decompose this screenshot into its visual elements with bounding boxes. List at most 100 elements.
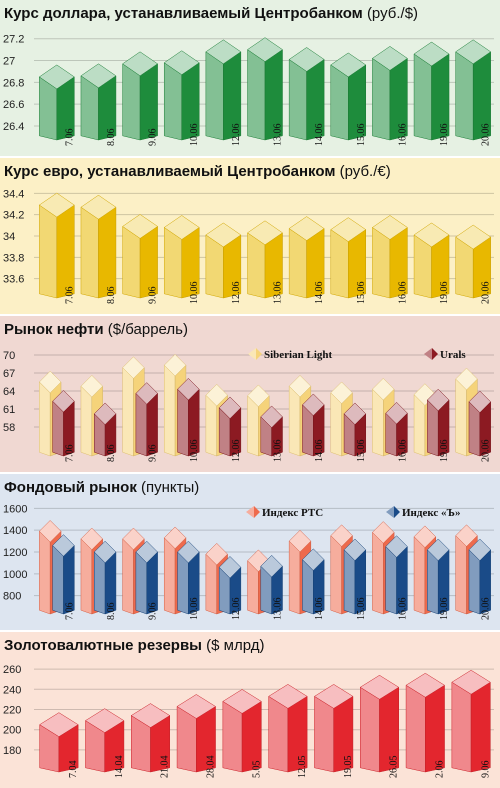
x-tick-label: 14.04 [114,756,125,779]
x-tick-label: 12.05 [297,756,308,779]
bar [288,47,325,141]
bar [163,215,200,299]
y-tick-label: 34 [3,231,15,243]
y-tick-label: 1600 [3,503,27,515]
y-tick-label: 70 [3,350,15,362]
x-tick-label: 7.06 [64,445,75,463]
x-tick-label: 9.06 [480,761,491,779]
x-tick-label: 19.06 [439,124,450,147]
y-tick-label: 1000 [3,569,27,581]
bar [247,220,283,299]
chart-oil: 58 61 64 67 70 7.06 8.06 9.06 10.06 12.06 13.06 14.… [3,348,494,463]
bar [330,217,367,299]
bar [302,548,325,615]
x-tick-label: 7.06 [64,287,75,305]
legend-item: Индекс РТС [246,506,323,519]
x-tick-label: 16.06 [397,282,408,305]
legend-label: Индекс «Ъ» [402,507,460,519]
x-tick-label: 8.06 [106,603,117,621]
x-tick-label: 14.06 [314,598,325,621]
bar [222,689,262,773]
x-tick-label: 15.06 [356,124,367,147]
bar [177,540,200,615]
bar [385,402,408,457]
bar [163,50,200,141]
x-tick-label: 20.06 [481,282,492,305]
bar [260,405,283,457]
x-tick-label: 8.06 [106,129,117,147]
legend-label: Индекс РТС [262,507,323,519]
bar [343,402,367,457]
panel-usd-rate: Курс доллара, устанавливаемый Центробанк… [0,0,500,156]
y-tick-label: 33.6 [3,274,24,286]
bar [385,535,408,615]
x-tick-label: 26.05 [389,756,400,779]
x-tick-label: 20.06 [481,598,492,621]
bar [468,538,492,615]
bar [371,215,408,299]
x-tick-label: 20.06 [481,124,492,147]
x-tick-label: 14.06 [314,440,325,463]
x-tick-label: 5.05 [251,761,262,779]
bar [455,39,492,141]
x-tick-label: 13.06 [272,282,283,305]
panel-title: Фондовый рынок (пункты) [4,479,200,496]
y-tick-label: 27 [3,56,15,68]
bar [135,540,158,615]
bar [205,39,242,141]
y-tick-label: 34.2 [3,210,24,222]
y-tick-label: 61 [3,404,15,416]
legend-item: Индекс «Ъ» [386,506,460,519]
legend: Siberian Light Urals [248,348,466,361]
bar [80,194,117,299]
panel-title: Рынок нефти ($/баррель) [4,321,188,338]
x-tick-label: 2.06 [435,761,446,779]
y-tick-label: 26.8 [3,77,24,89]
panel-eur-rate: Курс евро, устанавливаемый Центробанком … [0,158,500,314]
bar [405,672,446,773]
x-tick-label: 10.06 [189,124,200,147]
bar [247,37,283,141]
x-tick-label: 28.04 [206,756,217,779]
x-tick-label: 19.05 [343,756,354,779]
bar [359,674,400,773]
x-tick-label: 14.06 [314,282,325,305]
bar [93,402,117,457]
x-tick-label: 7.06 [64,603,75,621]
x-tick-label: 14.06 [314,124,325,147]
bar [122,214,159,299]
x-tick-label: 10.06 [189,440,200,463]
bar [38,192,75,299]
bar [84,708,125,773]
y-tick-label: 58 [3,422,15,434]
bar [371,46,408,141]
bar [413,222,450,299]
x-tick-label: 7.04 [68,761,79,779]
y-tick-label: 1200 [3,547,27,559]
y-tick-label: 64 [3,386,15,398]
x-tick-label: 10.06 [189,282,200,305]
legend-item: Siberian Light [248,348,332,361]
x-tick-label: 15.06 [356,598,367,621]
panel-title: Курс евро, устанавливаемый Центробанком … [4,163,391,180]
panel-oil-market: Рынок нефти ($/баррель) 58 61 64 67 70 7.06 8.… [0,316,500,472]
bar [218,556,242,615]
chart-reserves: 180 200 220 240 260 7.04 14.04 21.04 28.04 5.05 12… [3,664,494,779]
panel-stock-market: Фондовый рынок (пункты) 800 1000 1200 1400 1… [0,474,500,630]
x-tick-label: 13.06 [272,440,283,463]
bar [135,382,158,457]
y-tick-label: 27.2 [3,34,24,46]
legend-label: Siberian Light [264,349,332,361]
bar [177,378,200,457]
x-tick-label: 15.06 [356,282,367,305]
legend: Индекс РТС Индекс «Ъ» [246,506,460,519]
bar [302,393,325,457]
chart-eur: 33.6 33.8 34 34.2 34.4 7.06 8.06 9.06 10.06 12.06… [3,188,494,305]
x-tick-label: 9.06 [148,445,159,463]
x-tick-label: 15.06 [356,440,367,463]
bar [468,390,492,457]
bar [455,224,492,299]
x-tick-label: 12.06 [231,282,242,305]
bar [313,684,354,773]
bar [122,51,159,141]
